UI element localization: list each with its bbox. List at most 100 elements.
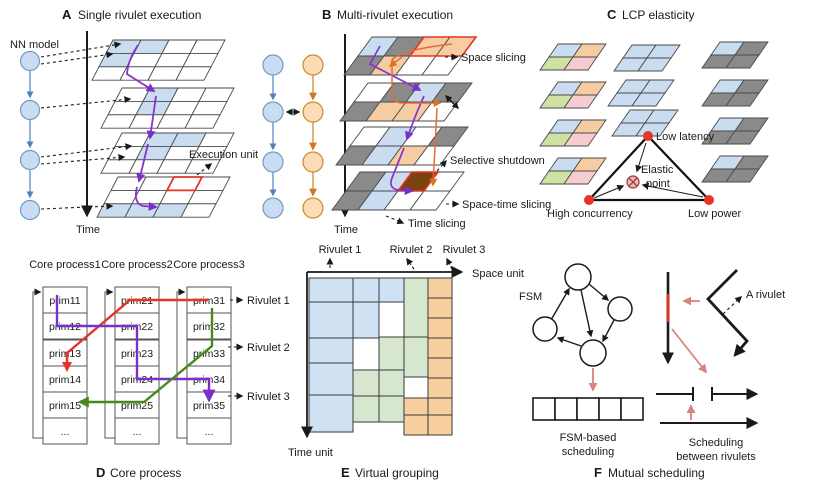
panel-e-caption-letter: E <box>341 465 350 480</box>
e-rivulet-1-label: Rivulet 1 <box>319 244 362 256</box>
low-latency-label: Low latency <box>656 131 715 143</box>
virtual-group-cell <box>427 317 453 339</box>
panel-c-letter: C <box>607 7 617 22</box>
nn-chain-orange-b <box>302 54 324 219</box>
panel-e-grid <box>308 277 453 436</box>
grid-cell <box>631 92 666 107</box>
execution-unit-arrow <box>196 163 213 176</box>
prim-label: ... <box>205 426 214 438</box>
virtual-group-cell <box>403 336 429 378</box>
panel-a-single-rivulet: A Single rivulet execution NN model Time <box>10 7 258 236</box>
panel-a-grids <box>91 39 235 218</box>
prim-label: prim11 <box>49 295 80 307</box>
virtual-group-cell <box>352 395 380 423</box>
space-time-slicing-label: Space-time slicing <box>462 199 551 211</box>
fsm-state <box>607 296 633 322</box>
space-time-slice-outline <box>396 171 440 192</box>
nn-node <box>262 54 284 76</box>
virtual-group-cell <box>427 297 453 319</box>
nn-chain-blue <box>19 50 41 221</box>
virtual-group-cell <box>378 336 405 371</box>
fsm-graph <box>532 263 633 367</box>
prim-label: prim31 <box>193 295 225 307</box>
grid-cell <box>563 56 598 71</box>
a-rivulet-label: A rivulet <box>746 289 785 301</box>
broken-schedule-arrow <box>656 387 759 401</box>
grid-cell <box>184 114 221 129</box>
prim-label: prim15 <box>49 400 81 412</box>
prim-box <box>42 286 88 314</box>
panel-f-caption-letter: F <box>594 465 602 480</box>
nn-node-orange <box>302 197 324 219</box>
fsm-state <box>579 339 607 367</box>
nn-node <box>262 101 284 123</box>
high-concurrency-label: High concurrency <box>547 208 633 220</box>
panel-d-caption: Core process <box>110 466 181 480</box>
prim-label: prim32 <box>193 321 225 333</box>
fsm-state <box>532 316 558 342</box>
rivulet-path-b-purple <box>368 45 425 195</box>
virtual-group-cell <box>378 369 405 397</box>
rivulet-3-label: Rivulet 3 <box>247 391 290 403</box>
time-label-a: Time <box>76 224 100 236</box>
grid-cell <box>563 94 598 109</box>
grid-cell <box>409 190 451 211</box>
panel-d-caption-letter: D <box>96 465 105 480</box>
handoff-arrow <box>671 328 708 374</box>
prim-label: ... <box>133 426 142 438</box>
schedule-queue <box>532 397 644 421</box>
virtual-group-cell <box>308 394 354 433</box>
fsm-based-label-1: FSM-based <box>560 432 617 444</box>
rivulet-path-a <box>126 44 158 211</box>
virtual-group-cell <box>403 277 429 338</box>
virtual-group-cell <box>427 357 453 379</box>
rivulet-1-label: Rivulet 1 <box>247 295 290 307</box>
rivulet-2-label: Rivulet 2 <box>247 342 290 354</box>
nn-node <box>19 99 41 121</box>
space-unit-label: Space unit <box>472 268 524 280</box>
fsm-based-label-2: scheduling <box>562 446 615 458</box>
time-slicing-label: Time slicing <box>408 218 466 230</box>
sched-label-2: between rivulets <box>676 451 756 463</box>
prim-box <box>186 312 232 340</box>
panel-a-letter: A <box>62 7 72 22</box>
panel-d-core-process: Core process1 Core process2 Core process… <box>29 259 290 480</box>
virtual-group-cell <box>427 377 453 399</box>
fsm-state <box>564 263 592 291</box>
rivulet-3-path <box>55 295 216 403</box>
selective-shutdown-arrow <box>436 159 447 172</box>
elastic-point-label-2: point <box>646 178 670 190</box>
rivulet-2-path <box>77 308 214 408</box>
grid-cell <box>175 66 212 81</box>
execution-unit-cell <box>165 176 204 192</box>
virtual-group-cell <box>308 277 354 303</box>
low-power-label: Low power <box>688 208 742 220</box>
virtual-group-cell <box>352 277 380 303</box>
a-rivulet-arrow <box>722 296 743 315</box>
virtual-group-cell <box>308 362 354 396</box>
space-slicing-label: Space slicing <box>461 52 526 64</box>
nn-node <box>19 149 41 171</box>
nn-node <box>19 199 41 221</box>
low-power-vertex <box>704 195 714 205</box>
time-unit-label: Time unit <box>288 447 333 459</box>
core-process-1-header: Core process1 <box>29 259 101 271</box>
prim-box <box>186 417 232 445</box>
grid-cell <box>563 132 598 147</box>
grid-cell <box>563 170 598 185</box>
panel-b-grids <box>331 36 477 211</box>
rivulet-zigzag <box>706 269 749 357</box>
lcp-triangle <box>588 135 710 202</box>
rivulet-path-b-orange <box>388 43 453 187</box>
panel-e-caption: Virtual grouping <box>355 466 439 480</box>
core-process-3-header: Core process3 <box>173 259 245 271</box>
nn-node <box>19 50 41 72</box>
panel-c-lcp-elasticity: C LCP elasticity Low latency Elastic poi… <box>539 7 769 220</box>
virtual-group-cell <box>308 337 354 364</box>
prim-label: prim33 <box>193 348 225 360</box>
panel-c-grids <box>539 41 769 185</box>
core-process-2-header: Core process2 <box>101 259 173 271</box>
high-concurrency-vertex <box>584 195 594 205</box>
